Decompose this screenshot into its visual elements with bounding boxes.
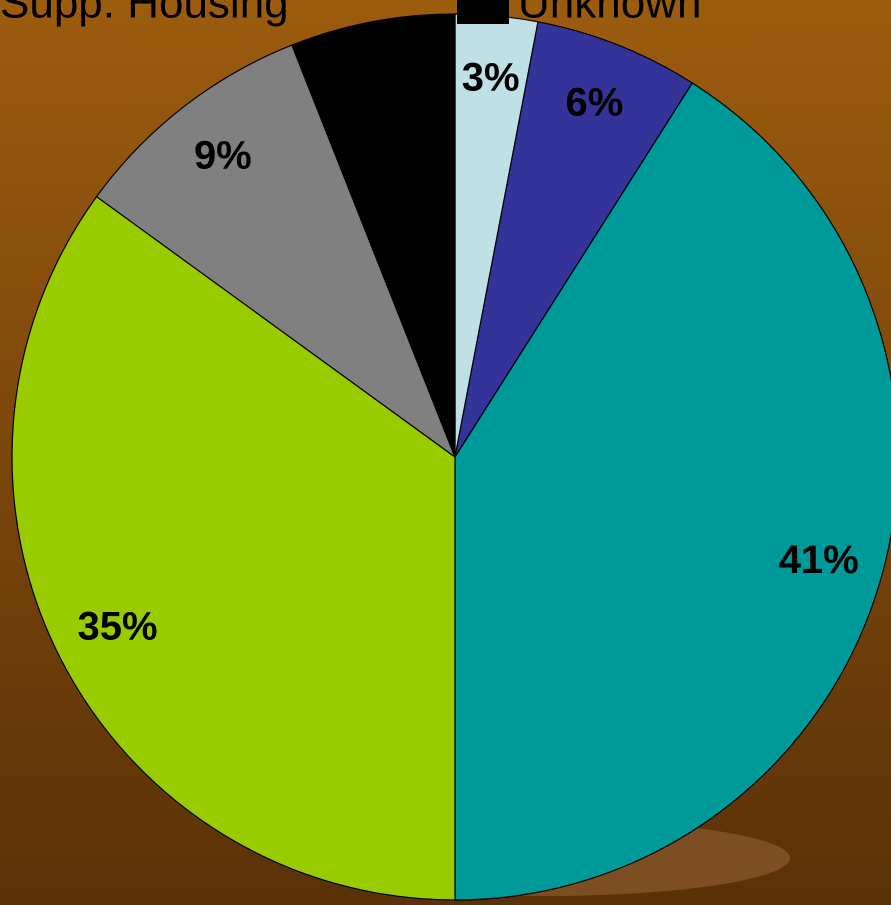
legend-label: Unknown — [518, 0, 701, 28]
data-label: 3% — [462, 55, 520, 99]
pie-slice — [291, 13, 456, 458]
data-label: 9% — [194, 133, 252, 177]
pie-slice — [95, 44, 457, 459]
data-label: 41% — [779, 538, 859, 582]
pie-slice — [454, 82, 891, 901]
data-label: 6% — [566, 80, 624, 124]
pie-slice — [11, 195, 456, 901]
pie-slice — [454, 21, 694, 458]
legend-label: Supp. Housing — [0, 0, 289, 28]
legend-marker — [457, 0, 509, 24]
data-label: 35% — [77, 605, 157, 649]
